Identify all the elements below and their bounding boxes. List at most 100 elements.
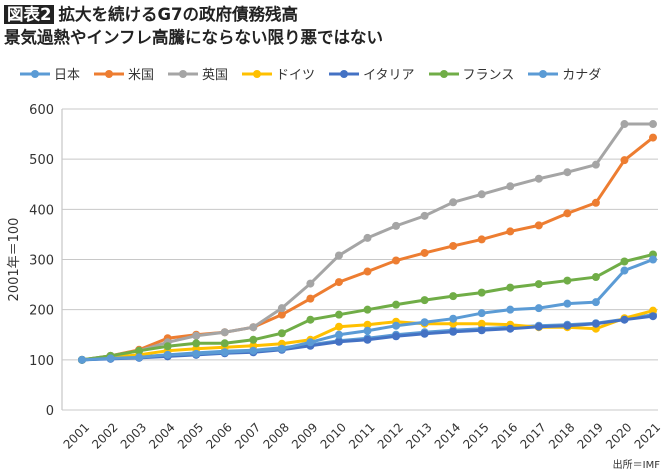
data-point [220, 348, 229, 357]
data-point [591, 319, 600, 328]
data-point [563, 299, 572, 308]
x-tick-label: 2014 [432, 420, 463, 451]
data-point [649, 120, 657, 129]
legend-item: 英国 [168, 64, 228, 83]
data-point [249, 346, 258, 355]
legend-label: カナダ [562, 68, 602, 83]
data-point [249, 335, 258, 344]
data-point [363, 326, 372, 335]
data-point [78, 355, 86, 364]
legend-marker-icon [20, 69, 50, 78]
data-point [192, 339, 201, 348]
title-line1: 拡大を続けるG7の政府債務残高 [58, 5, 299, 24]
data-point [163, 350, 172, 359]
data-point [620, 257, 629, 266]
data-point [477, 190, 486, 199]
data-point [449, 198, 458, 207]
data-point [649, 306, 657, 315]
data-point [392, 300, 401, 309]
y-tick-label: 400 [29, 203, 54, 218]
data-point [477, 326, 486, 335]
data-point [506, 227, 515, 236]
data-point [135, 346, 144, 355]
x-tick-label: 2006 [203, 420, 234, 451]
y-tick-label: 300 [29, 254, 54, 269]
legend-label: フランス [462, 68, 515, 83]
legend-label: 日本 [54, 68, 81, 83]
data-point [334, 330, 343, 339]
data-point [220, 339, 229, 348]
data-point [363, 233, 372, 242]
data-point [277, 344, 286, 353]
data-point [392, 256, 401, 265]
data-point [306, 279, 315, 288]
data-point [449, 314, 458, 323]
data-point [591, 198, 600, 207]
legend-marker-icon [329, 69, 360, 78]
x-tick-label: 2009 [289, 420, 320, 451]
data-point [534, 280, 543, 289]
data-point [534, 322, 543, 331]
y-axis-label: 2001年＝100 [7, 218, 22, 302]
legend-label: 英国 [202, 68, 229, 83]
data-point [392, 332, 401, 341]
x-tick-label: 2004 [146, 420, 177, 451]
legend-marker-icon [428, 69, 459, 78]
data-point [620, 156, 629, 165]
data-point [420, 211, 429, 220]
data-point [591, 298, 600, 307]
data-point [534, 221, 543, 230]
data-point [420, 248, 429, 257]
data-point [106, 354, 115, 363]
data-point [163, 342, 172, 351]
data-point [392, 221, 401, 230]
data-point [392, 321, 401, 330]
data-point [135, 353, 144, 362]
chart-title: 図表2 拡大を続けるG7の政府債務残高景気過熱やインフレ高騰にならない限り悪ではな… [4, 3, 383, 49]
data-point [620, 120, 629, 129]
data-point [306, 294, 315, 303]
legend-marker-icon [168, 69, 199, 78]
data-point [334, 310, 343, 319]
legend-item: フランス [428, 64, 515, 83]
data-point [363, 305, 372, 314]
data-point [534, 174, 543, 183]
data-point [192, 349, 201, 358]
legend-marker-icon [94, 69, 125, 78]
x-tick-label: 2007 [232, 420, 263, 451]
title-line2: 景気過熱やインフレ高騰にならない限り悪ではない [4, 28, 384, 47]
data-point [477, 309, 486, 318]
data-point [649, 312, 657, 321]
y-tick-label: 600 [29, 103, 54, 118]
data-point [249, 323, 258, 332]
data-point [506, 324, 515, 333]
x-tick-label: 2019 [575, 420, 606, 451]
x-tick-label: 2001 [61, 420, 92, 451]
data-point [334, 322, 343, 331]
data-point [334, 278, 343, 287]
y-tick-label: 100 [29, 354, 54, 369]
data-point [591, 160, 600, 169]
data-point [334, 251, 343, 260]
legend-label: 米国 [128, 68, 155, 83]
figure-badge: 図表2 [4, 5, 55, 24]
x-tick-label: 2015 [460, 420, 491, 451]
x-tick-label: 2018 [546, 420, 577, 451]
data-point [334, 337, 343, 346]
data-point [534, 304, 543, 313]
x-tick-label: 2011 [346, 420, 377, 451]
data-point [192, 331, 201, 340]
y-tick-label: 0 [46, 404, 54, 419]
data-point [420, 329, 429, 338]
legend-item: カナダ [528, 64, 601, 83]
legend-marker-icon [242, 69, 273, 78]
y-tick-label: 200 [29, 304, 54, 319]
legend-label: ドイツ [276, 68, 316, 83]
data-point [591, 273, 600, 282]
x-tick-label: 2013 [403, 420, 434, 451]
x-tick-label: 2010 [318, 420, 349, 451]
x-tick-label: 2002 [89, 420, 120, 451]
data-point [477, 319, 486, 328]
